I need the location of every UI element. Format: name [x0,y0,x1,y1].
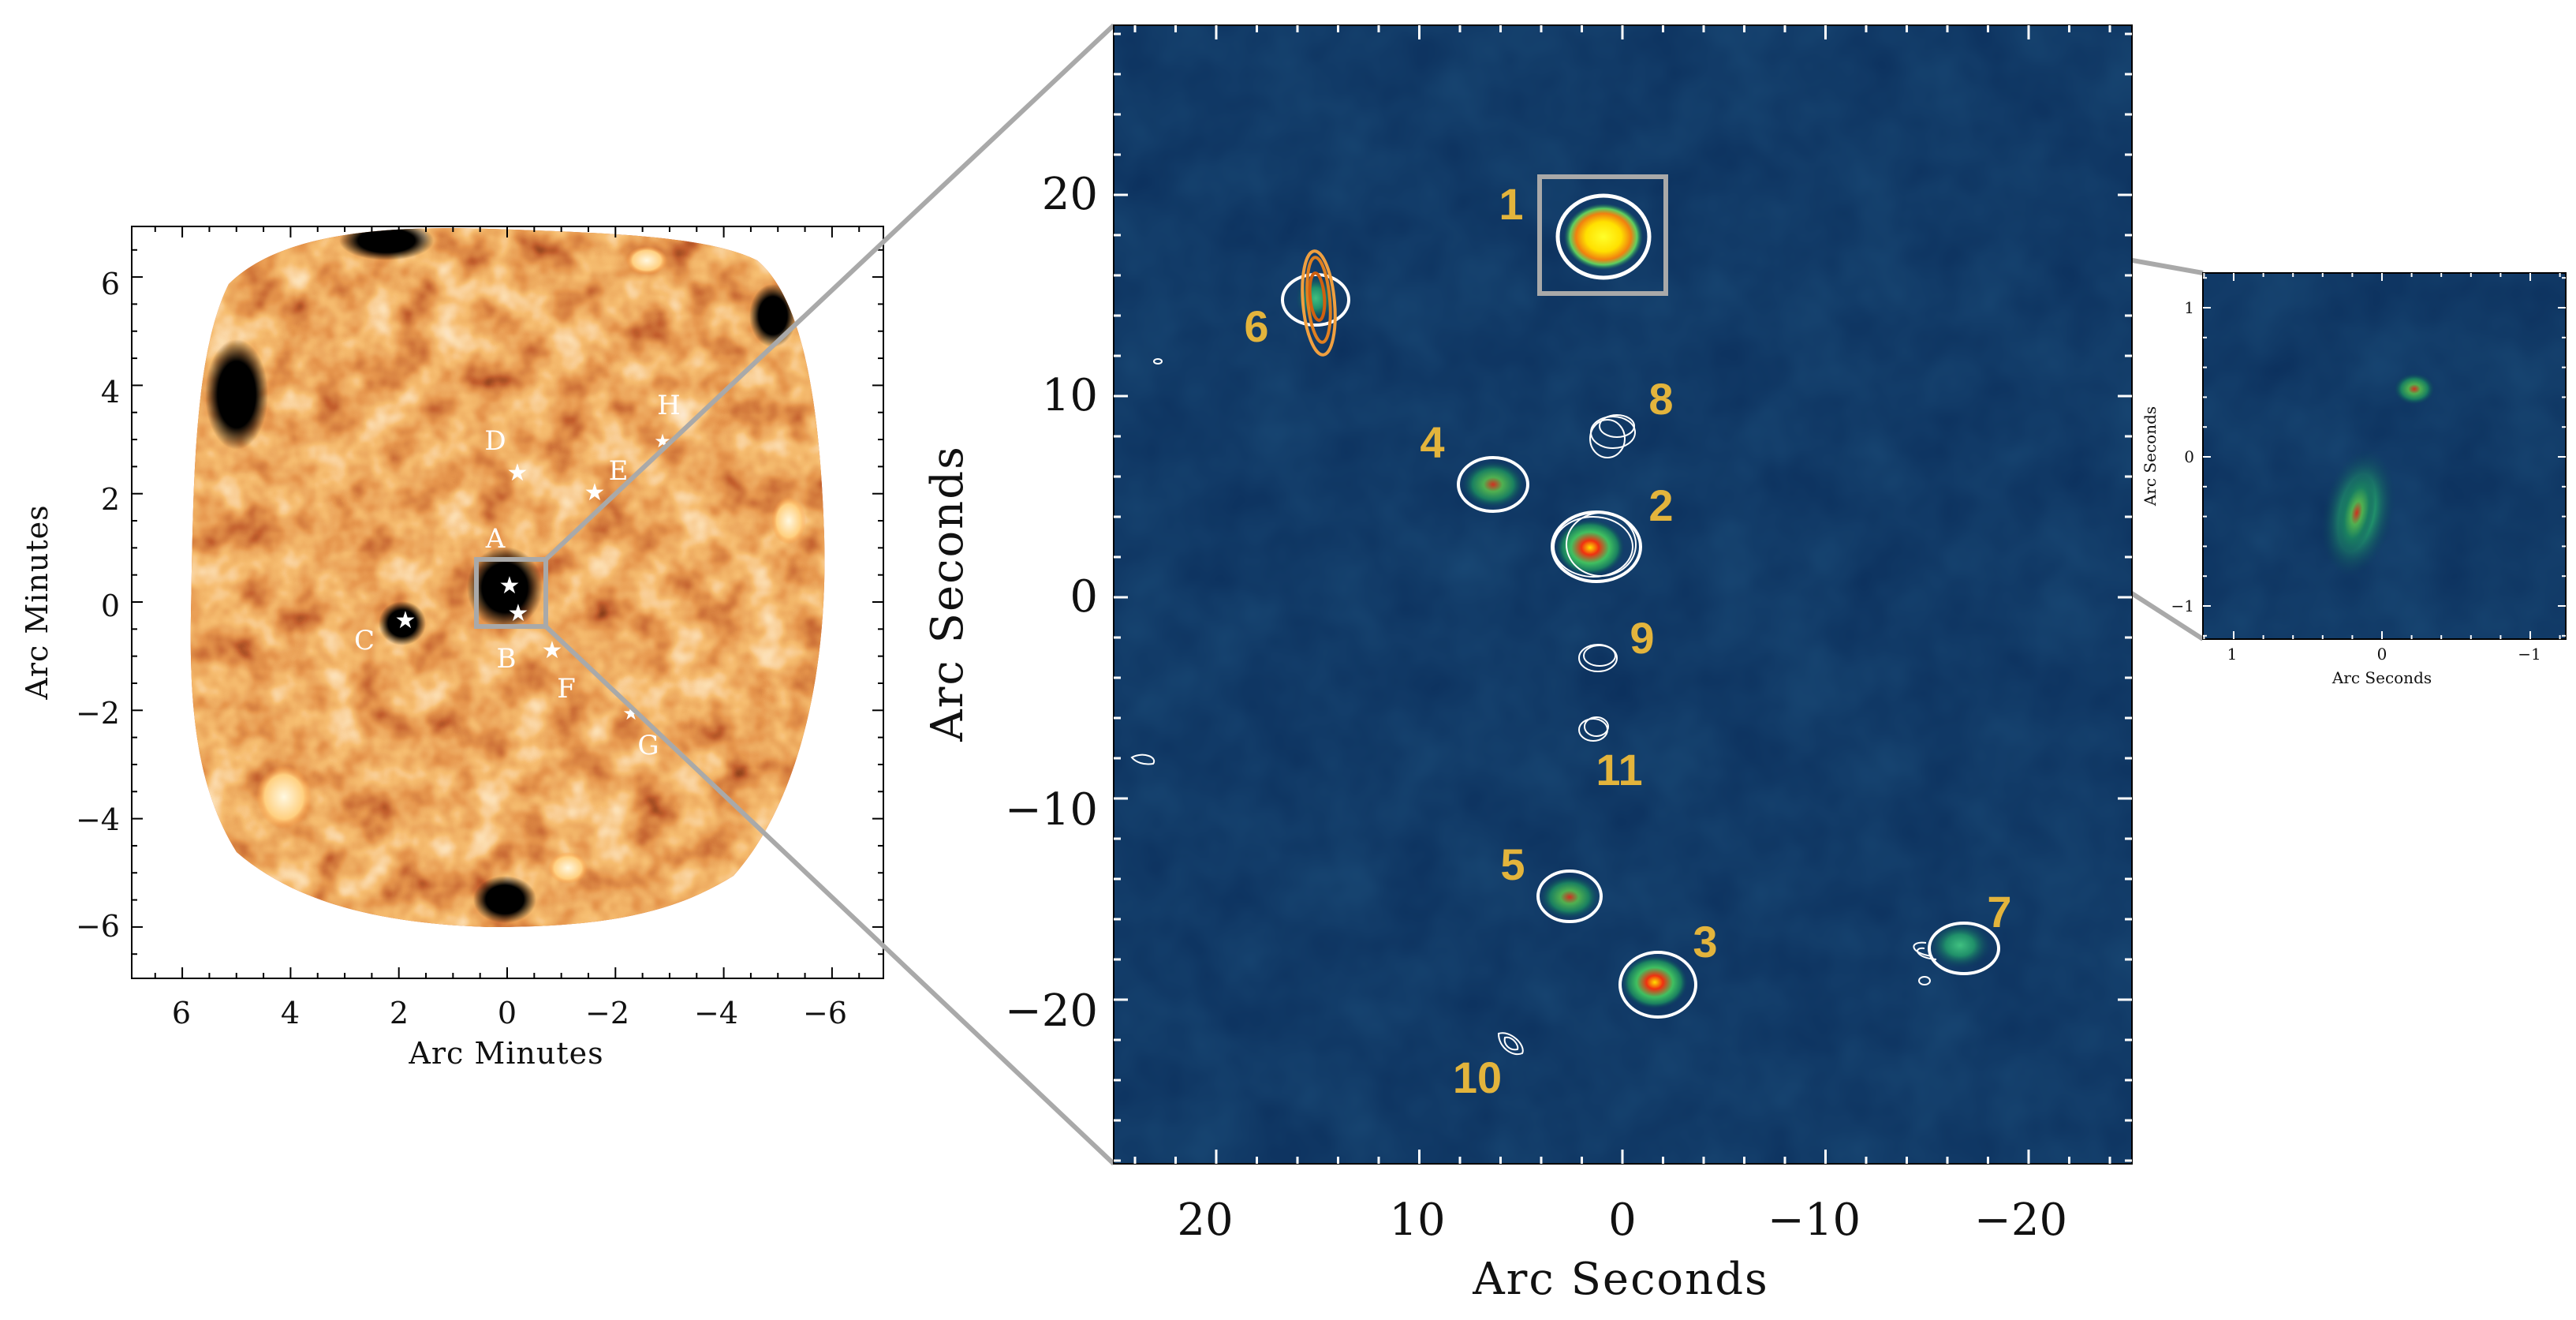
star-label-h: H [657,390,681,421]
source-5-emission [1540,875,1600,919]
right-tick-marks [2203,273,2566,639]
star-marker-c: ★ [395,607,416,634]
right-y-tick-label: −1 [2171,596,2194,615]
source-label-11: 11 [1596,745,1642,795]
left-star-markers: ★ ★ ★ ★ ★ ★ ★ ★ [395,430,671,724]
right-x-axis-title: Arc Seconds [2331,668,2432,687]
star-label-e: E [609,455,629,487]
middle-x-tick-label: 20 [1177,1195,1233,1246]
middle-y-tick-label: 20 [1042,169,1098,220]
left-y-tick-labels: 6 4 2 0 −2 −4 −6 [76,267,120,944]
right-inset-map [2203,273,2566,639]
source-7-emission [1928,922,1992,969]
star-label-c: C [354,625,375,656]
left-y-tick-label: −4 [76,802,120,837]
white-contours [1130,193,2000,1056]
middle-tick-marks [1114,25,2132,1164]
right-y-tick-labels: 1 0 −1 [2171,298,2194,615]
source-label-2: 2 [1648,481,1673,530]
star-label-g: G [637,730,659,761]
left-x-tick-label: −4 [694,996,738,1030]
middle-sky-map [1114,25,2132,1164]
left-x-axis-title: Arc Minutes [408,1036,603,1071]
middle-y-tick-label: 10 [1042,370,1098,421]
inset-extended-source [2338,473,2376,552]
middle-x-tick-labels: 20 10 0 −10 −20 [1177,1195,2067,1246]
left-y-tick-label: 4 [101,375,120,409]
left-y-tick-label: −6 [76,909,120,944]
left-zoom-box [474,557,548,629]
middle-y-tick-label: −10 [1005,784,1098,836]
source-4-emission [1462,461,1525,508]
left-x-tick-label: −6 [803,996,847,1030]
star-marker-b: ★ [508,600,529,627]
right-x-tick-label: 1 [2227,645,2238,664]
middle-y-tick-labels: 20 10 0 −10 −20 [1005,169,1098,1037]
right-x-tick-labels: 1 0 −1 [2227,645,2541,664]
middle-y-tick-label: 0 [1070,571,1098,623]
left-x-tick-labels: 6 4 2 0 −2 −4 −6 [172,996,847,1030]
star-label-d: D [484,425,506,457]
middle-x-tick-label: −10 [1768,1195,1861,1246]
left-panel: ★ ★ ★ ★ ★ ★ ★ ★ A B C D E F G H 6 4 2 0 … [20,226,884,1071]
left-x-tick-label: 0 [498,996,517,1030]
source-label-3: 3 [1693,917,1717,967]
middle-x-tick-label: 10 [1389,1195,1445,1246]
star-label-a: A [485,523,506,555]
source-label-5: 5 [1500,839,1525,889]
left-x-tick-label: 6 [172,996,191,1030]
left-star-labels: A B C D E F G H [354,390,681,761]
inset-compact-source [2394,373,2435,405]
left-y-axis-title: Arc Minutes [20,504,54,700]
right-y-tick-label: 1 [2184,298,2194,317]
left-x-tick-label: 2 [390,996,409,1030]
source-label-10: 10 [1453,1053,1502,1102]
middle-x-tick-label: 0 [1608,1195,1637,1246]
left-x-tick-label: −2 [585,996,629,1030]
right-x-tick-label: 0 [2377,645,2387,664]
source-label-8: 8 [1648,374,1673,424]
star-label-f: F [557,673,576,705]
source-label-9: 9 [1630,613,1654,663]
left-x-tick-label: 4 [281,996,300,1030]
left-emission-map [190,228,825,927]
left-y-tick-label: −2 [76,696,120,731]
star-marker-e: ★ [584,479,606,507]
left-y-tick-label: 6 [101,267,120,301]
middle-y-tick-label: −20 [1005,985,1098,1037]
source-6-emission [1295,275,1336,322]
left-y-tick-label: 2 [101,482,120,517]
source-label-1: 1 [1499,179,1523,229]
star-marker-g: ★ [622,702,640,724]
right-x-tick-label: −1 [2518,645,2541,664]
orange-contours [1301,249,1337,357]
middle-zoom-box [1537,174,1668,296]
source-labels: 1 2 3 4 5 6 7 8 9 10 11 [1244,179,2011,1102]
source-label-4: 4 [1420,417,1444,467]
right-inset-panel: 1 0 −1 1 0 −1 Arc Seconds Arc Seconds [2141,272,2567,687]
middle-y-axis-title: Arc Seconds [922,445,973,742]
source-label-6: 6 [1244,301,1268,351]
right-y-tick-label: 0 [2184,447,2194,466]
middle-x-tick-label: −20 [1974,1195,2067,1246]
left-y-tick-label: 0 [101,589,120,623]
star-marker-a: ★ [499,572,521,600]
source-3-emission [1622,955,1688,1009]
source-1-emission [1564,204,1643,270]
middle-x-axis-title: Arc Seconds [1472,1254,1769,1305]
star-marker-d: ★ [507,459,528,487]
left-tick-marks [132,226,883,978]
right-y-axis-title: Arc Seconds [2141,406,2160,507]
source-label-7: 7 [1987,887,2011,937]
middle-panel: 1 2 3 4 5 6 7 8 9 10 11 20 10 0 −10 −20 … [922,24,2133,1305]
star-label-b: B [497,643,517,675]
